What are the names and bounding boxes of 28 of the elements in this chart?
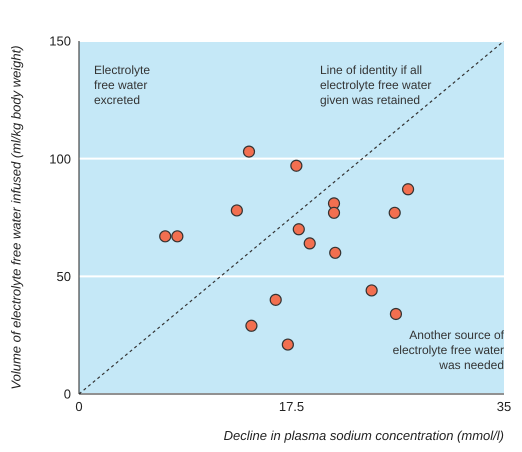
point [292, 223, 305, 236]
annotation: Another source of electrolyte free water was needed [392, 328, 504, 373]
y-tick-label: 100 [49, 151, 71, 166]
point [402, 183, 414, 196]
point [388, 206, 401, 219]
point [230, 204, 243, 217]
point [245, 320, 258, 332]
y-tick-label: 150 [49, 34, 71, 49]
x-axis-title: Decline in plasma sodium concentration (mmol/l) [224, 428, 504, 443]
point [270, 294, 282, 306]
point [242, 146, 256, 158]
point [304, 237, 316, 250]
x-tick-label: 35 [496, 399, 512, 414]
y-axis-title: Volume of electrolyte free water infused (ml/kg body weight) [8, 45, 24, 390]
point [329, 246, 342, 259]
point [171, 230, 184, 242]
x-tick-label: 0 [75, 399, 83, 414]
point [290, 160, 302, 172]
x-tick-label: 17.5 [278, 399, 304, 414]
annotation: Line of identity if all electrolyte free water given was retained [320, 63, 432, 108]
y-tick-label: 0 [64, 386, 71, 402]
point [159, 230, 172, 242]
y-tick-label: 50 [56, 268, 71, 284]
point [366, 284, 378, 297]
point [328, 206, 340, 219]
point [390, 308, 402, 320]
annotation: Electrolyte free water excreted [94, 63, 152, 108]
point [282, 338, 294, 351]
